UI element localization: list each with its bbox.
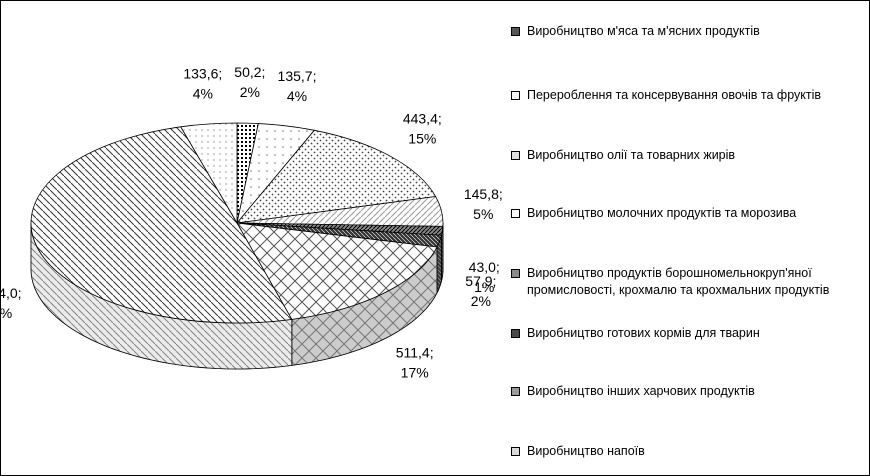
legend-entry: Виробництво інших харчових продуктів bbox=[511, 383, 867, 400]
data-label-line: 1514,0; bbox=[1, 285, 22, 301]
slice bbox=[236, 222, 438, 320]
legend-label: Виробництво олії та товарних жирів bbox=[527, 148, 736, 162]
data-label-line: 1% bbox=[474, 279, 494, 295]
data-label-line: 145,8; bbox=[464, 186, 503, 202]
legend-label: Виробництво напоїв bbox=[527, 444, 645, 458]
data-label-line: 135,7; bbox=[278, 68, 317, 84]
data-label: 50,2; 2% bbox=[234, 64, 265, 100]
data-label-line: 133,6; bbox=[183, 65, 222, 81]
data-label-line: 50% bbox=[1, 305, 12, 321]
legend-entry: Перероблення та консервування овочів та … bbox=[511, 87, 867, 104]
data-label: 511,4; 17% bbox=[396, 344, 434, 380]
legend-label: Виробництво м'яса та м'ясних продуктів bbox=[527, 24, 760, 38]
data-label-line: 2% bbox=[240, 84, 260, 100]
data-label: 57,9; 2% bbox=[465, 273, 496, 309]
legend-swatch bbox=[511, 91, 520, 100]
data-label-line: 50,2; bbox=[234, 64, 265, 80]
data-label: 443,4; 15% bbox=[403, 110, 442, 146]
data-label-line: 4% bbox=[193, 85, 213, 101]
legend-label: Виробництво інших харчових продуктів bbox=[527, 384, 755, 398]
legend-entry: Виробництво олії та товарних жирів bbox=[511, 147, 867, 164]
legend-label: Перероблення та консервування овочів та … bbox=[527, 88, 822, 102]
legend-swatch bbox=[511, 329, 520, 338]
legend-entry: Виробництво продуктів борошномельнокруп'… bbox=[511, 265, 867, 299]
legend-entry: Виробництво м'яса та м'ясних продуктів bbox=[511, 23, 867, 40]
legend-label: Виробництво готових кормів для тварин bbox=[527, 326, 760, 340]
slice bbox=[236, 129, 437, 224]
legend-swatch bbox=[511, 27, 520, 36]
legend-swatch bbox=[511, 151, 520, 160]
data-label-line: 57,9; bbox=[465, 273, 496, 289]
data-label-line: 4% bbox=[287, 88, 307, 104]
legend-swatch bbox=[511, 269, 520, 278]
legend-entry: Виробництво напоїв bbox=[511, 443, 867, 460]
data-label-line: 5% bbox=[473, 206, 493, 222]
data-label-line: 511,4; bbox=[396, 344, 434, 360]
data-label-line: 443,4; bbox=[403, 110, 442, 126]
legend-swatch bbox=[511, 387, 520, 396]
slice bbox=[30, 126, 293, 324]
legend-entry: Виробництво молочних продуктів та морози… bbox=[511, 205, 867, 222]
legend-label: Виробництво молочних продуктів та морози… bbox=[527, 206, 797, 220]
legend-label: Виробництво продуктів борошномельнокруп'… bbox=[527, 266, 830, 297]
legend-swatch bbox=[511, 209, 520, 218]
data-label-line: 17% bbox=[401, 364, 429, 380]
data-label: 135,7; 4% bbox=[278, 68, 317, 104]
data-label-line: 2% bbox=[471, 293, 491, 309]
data-label: 145,8; 5% bbox=[464, 186, 503, 222]
legend-entry: Виробництво готових кормів для тварин bbox=[511, 325, 867, 342]
slice bbox=[180, 122, 238, 225]
data-label: 1514,0; 50% bbox=[1, 285, 22, 321]
data-label-line: 15% bbox=[408, 130, 436, 146]
data-label-line: 43,0; bbox=[469, 259, 500, 275]
data-label: 43,0; 1% bbox=[469, 259, 500, 295]
data-label: 133,6; 4% bbox=[183, 65, 222, 101]
legend-swatch bbox=[511, 447, 520, 456]
